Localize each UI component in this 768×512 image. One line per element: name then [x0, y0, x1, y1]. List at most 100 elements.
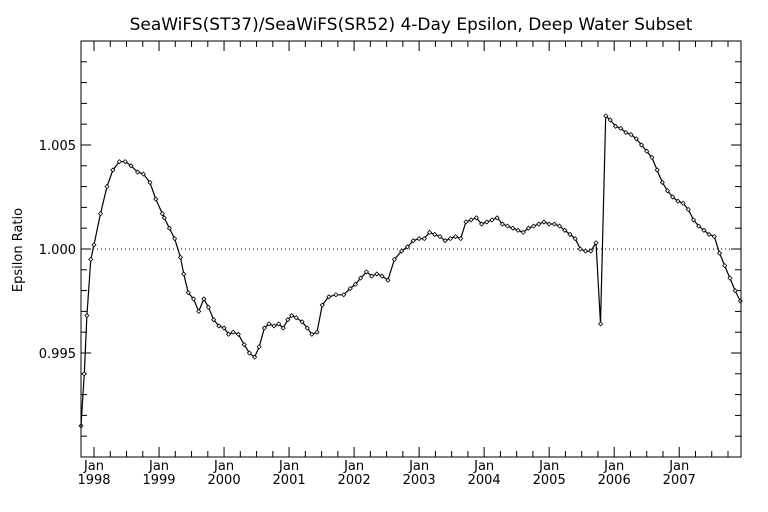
x-tick-month-label: Jan	[83, 459, 104, 474]
data-point	[319, 302, 325, 308]
series-layer	[78, 113, 743, 429]
data-point	[140, 171, 146, 177]
data-point	[732, 288, 738, 294]
data-point	[271, 323, 277, 329]
y-tick-label: 0.995	[39, 347, 76, 362]
data-point	[494, 215, 500, 221]
x-tick-year-label: 2002	[338, 473, 371, 488]
x-tick-year-label: 2005	[533, 473, 566, 488]
data-point	[478, 221, 485, 227]
data-point	[122, 159, 128, 165]
series-line	[80, 114, 741, 426]
data-point	[369, 273, 375, 279]
data-point	[153, 196, 159, 202]
data-point	[314, 329, 320, 335]
x-tick-year-label: 2000	[208, 473, 241, 488]
data-point	[196, 308, 202, 314]
data-point	[177, 254, 184, 260]
data-point	[623, 129, 629, 136]
data-point	[597, 321, 604, 327]
data-point	[499, 221, 505, 227]
data-point	[603, 113, 609, 119]
data-point	[711, 233, 717, 240]
data-point	[128, 163, 134, 169]
x-tick-year-label: 2003	[403, 473, 436, 488]
data-point	[654, 167, 660, 173]
x-tick-month-label: Jan	[668, 459, 689, 474]
data-point	[593, 240, 599, 246]
data-point	[280, 325, 286, 331]
data-point	[416, 236, 422, 242]
data-point	[583, 248, 589, 254]
chart-title: SeaWiFS(ST37)/SeaWiFS(SR52) 4-Day Epsilo…	[130, 15, 693, 35]
data-point	[473, 215, 479, 221]
data-point	[504, 223, 511, 229]
data-point	[116, 159, 122, 165]
data-point	[531, 223, 537, 229]
data-point	[256, 344, 262, 350]
data-point	[285, 317, 291, 323]
y-tick-label: 1.005	[39, 139, 76, 154]
data-point	[379, 273, 385, 279]
data-point	[104, 184, 110, 190]
data-point	[458, 236, 464, 242]
data-point	[675, 198, 681, 204]
data-point	[205, 304, 212, 310]
data-point	[716, 250, 723, 256]
data-point	[520, 229, 526, 235]
data-point	[190, 296, 197, 302]
data-point	[147, 179, 153, 186]
data-point	[226, 331, 232, 337]
x-tick-year-label: 1998	[77, 473, 110, 488]
x-tick-year-label: 1999	[142, 473, 175, 488]
data-point	[607, 117, 613, 123]
data-point	[562, 227, 568, 233]
data-point	[696, 223, 702, 229]
data-point	[110, 167, 116, 173]
data-point	[246, 350, 252, 356]
data-point	[701, 227, 707, 233]
data-point	[135, 169, 141, 175]
data-point	[358, 275, 364, 281]
data-point	[410, 238, 416, 244]
data-point	[266, 321, 272, 327]
x-tick-month-label: Jan	[148, 459, 169, 474]
data-point	[289, 312, 295, 319]
x-tick-month-label: Jan	[473, 459, 494, 474]
data-point	[161, 215, 167, 221]
data-point	[374, 271, 380, 277]
x-tick-year-label: 2004	[468, 473, 501, 488]
data-point	[91, 242, 97, 248]
data-point	[299, 319, 305, 325]
data-point	[81, 371, 87, 377]
data-point	[421, 236, 427, 242]
data-point	[638, 142, 645, 148]
data-point	[468, 217, 474, 223]
data-point	[341, 292, 347, 298]
data-point	[546, 221, 552, 227]
data-point	[276, 321, 282, 327]
x-tick-month-label: Jan	[278, 459, 299, 474]
data-point	[670, 194, 676, 200]
data-point	[680, 200, 686, 206]
data-point	[252, 354, 258, 360]
data-point	[333, 292, 339, 298]
data-point	[399, 248, 405, 254]
y-axis-label: Epsilon Ratio	[11, 208, 26, 292]
data-point	[463, 219, 469, 225]
data-point	[452, 233, 459, 240]
data-point	[185, 290, 191, 296]
data-point	[261, 325, 267, 331]
x-tick-month-label: Jan	[603, 459, 624, 474]
data-point	[211, 317, 217, 323]
data-point	[385, 277, 391, 283]
data-point	[326, 294, 332, 300]
data-point	[235, 331, 241, 337]
data-point	[644, 148, 650, 154]
data-point	[685, 206, 691, 213]
data-point	[84, 312, 90, 319]
data-point	[572, 236, 578, 242]
x-tick-year-label: 2001	[273, 473, 306, 488]
data-point	[432, 231, 438, 238]
